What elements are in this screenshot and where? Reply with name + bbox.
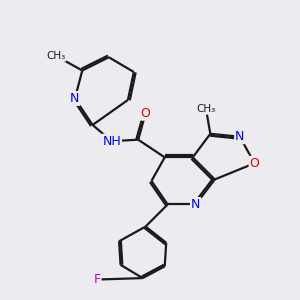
Text: CH₃: CH₃	[196, 104, 216, 114]
Text: N: N	[191, 198, 200, 211]
Text: O: O	[250, 157, 260, 170]
Text: F: F	[93, 273, 100, 286]
Text: NH: NH	[102, 135, 121, 148]
Text: CH₃: CH₃	[46, 51, 65, 61]
Text: O: O	[141, 107, 151, 120]
Text: N: N	[70, 92, 80, 105]
Text: N: N	[235, 130, 244, 143]
